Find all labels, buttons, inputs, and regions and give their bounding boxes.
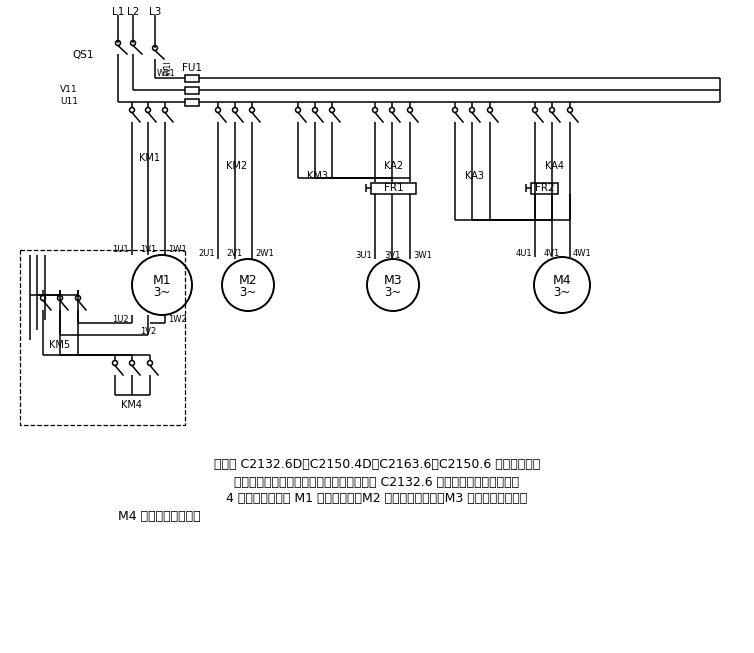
Circle shape — [222, 259, 274, 311]
Text: 4W1: 4W1 — [573, 249, 592, 257]
Text: W11: W11 — [156, 69, 175, 78]
Text: M4: M4 — [553, 274, 572, 287]
Text: 2W1: 2W1 — [255, 249, 274, 259]
Text: 4V1: 4V1 — [544, 249, 560, 257]
Bar — [185, 86, 199, 93]
Text: 2V1: 2V1 — [227, 249, 243, 259]
Text: 1U2: 1U2 — [112, 315, 129, 325]
Text: 3V1: 3V1 — [384, 251, 400, 259]
Text: L2: L2 — [127, 7, 139, 17]
Text: 4U1: 4U1 — [516, 249, 532, 257]
Text: 2U1: 2U1 — [198, 249, 215, 259]
Text: 1V2: 1V2 — [140, 326, 156, 336]
Text: 1V1: 1V1 — [140, 246, 156, 255]
Text: 3~: 3~ — [239, 287, 256, 300]
Text: M3: M3 — [384, 274, 403, 287]
Bar — [531, 182, 558, 193]
Text: M4 为冷却泵电动机。: M4 为冷却泵电动机。 — [118, 509, 201, 522]
Text: U11: U11 — [60, 97, 78, 106]
Bar — [185, 74, 199, 82]
Text: KM5: KM5 — [50, 340, 71, 350]
Text: FR2: FR2 — [535, 183, 554, 193]
Bar — [20, 250, 185, 425]
Text: W1l: W1l — [164, 61, 173, 75]
Text: L1: L1 — [112, 7, 124, 17]
Text: 1U1: 1U1 — [112, 246, 129, 255]
Text: 3~: 3~ — [385, 287, 402, 300]
Text: V11: V11 — [60, 86, 78, 95]
Text: FR1: FR1 — [384, 183, 403, 193]
Text: 3W1: 3W1 — [413, 251, 432, 259]
Text: 1W2: 1W2 — [168, 315, 187, 325]
Text: 3~: 3~ — [553, 287, 571, 300]
Text: KM2: KM2 — [226, 161, 247, 171]
Text: L3: L3 — [149, 7, 161, 17]
Text: 3U1: 3U1 — [355, 251, 372, 259]
Text: M2: M2 — [239, 274, 257, 287]
Text: 4 台电动机，其中 M1 为主电动机，M2 为分配轴电动机，M3 为运居器电动机、: 4 台电动机，其中 M1 为主电动机，M2 为分配轴电动机，M3 为运居器电动机… — [226, 492, 528, 505]
Circle shape — [132, 255, 192, 315]
Text: 1W1: 1W1 — [168, 246, 187, 255]
Bar — [371, 182, 416, 193]
Text: KA2: KA2 — [385, 161, 403, 171]
Bar — [185, 99, 199, 106]
Text: QS1: QS1 — [72, 50, 93, 60]
Circle shape — [367, 259, 419, 311]
Text: 所示为 C2132.6D、C2150.4D、C2163.6、C2150.6 型卧式六角自: 所示为 C2132.6D、C2150.4D、C2163.6、C2150.6 型卧… — [214, 458, 540, 471]
Text: KM4: KM4 — [121, 400, 143, 410]
Text: KM3: KM3 — [306, 171, 327, 181]
Text: FU1: FU1 — [182, 63, 202, 73]
Text: KM1: KM1 — [139, 153, 161, 163]
Text: M1: M1 — [153, 274, 171, 287]
Text: 3~: 3~ — [153, 287, 170, 300]
Text: KA4: KA4 — [544, 161, 563, 171]
Text: 动车床的主电路和指示部分。图中虚线内为 C2132.6 增加部分，该机床共配置: 动车床的主电路和指示部分。图中虚线内为 C2132.6 增加部分，该机床共配置 — [234, 475, 520, 488]
Text: KA3: KA3 — [464, 171, 483, 181]
Circle shape — [534, 257, 590, 313]
